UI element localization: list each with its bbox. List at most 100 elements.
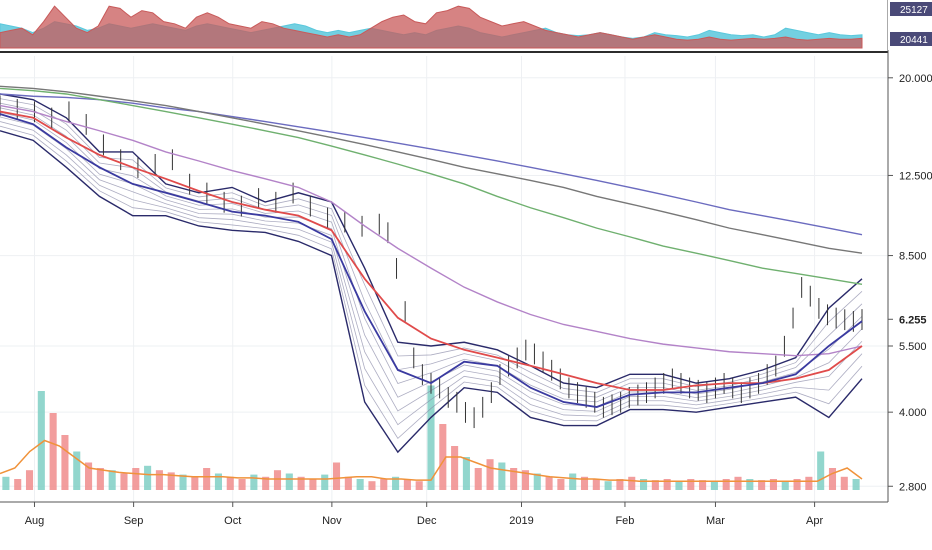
- volume-bar: [96, 468, 104, 490]
- volume-bar: [616, 479, 624, 490]
- top-axis-label: 20441: [900, 35, 928, 46]
- volume-bar: [368, 481, 376, 490]
- volume-bar: [710, 481, 718, 490]
- volume-bar: [167, 472, 175, 490]
- moving-averages: [0, 85, 863, 408]
- volume-bar: [2, 476, 10, 490]
- volume-bar: [663, 479, 671, 490]
- volume-bar: [262, 476, 270, 490]
- band-inner-line: [0, 125, 863, 440]
- volume-bar: [781, 481, 789, 490]
- volume-bar: [451, 446, 459, 490]
- volume-bar: [297, 476, 305, 490]
- top-panel-axis: 25127 20441: [890, 2, 932, 46]
- volume-bar: [403, 479, 411, 490]
- volume-bar: [462, 457, 470, 490]
- moving-average-line-4: [0, 110, 863, 391]
- volume-bar: [85, 462, 93, 490]
- volume-bar: [238, 479, 246, 490]
- volume-bar: [604, 481, 612, 490]
- volume-bar: [203, 468, 211, 490]
- x-tick-label: Oct: [224, 515, 241, 527]
- volume-bar: [392, 476, 400, 490]
- moving-average-line-5: [0, 113, 863, 408]
- x-tick-label: Sep: [124, 515, 144, 527]
- volume-bar: [628, 476, 636, 490]
- y-tick-label: 6.255: [899, 314, 927, 326]
- volume-bar: [687, 479, 695, 490]
- volume-bar: [533, 473, 541, 490]
- volume-bar: [734, 476, 742, 490]
- volume-bar: [179, 474, 187, 490]
- y-tick-label: 20.000: [899, 73, 932, 85]
- x-tick-label: Aug: [25, 515, 45, 527]
- x-tick-label: Nov: [322, 515, 342, 527]
- volume-bar: [793, 479, 801, 490]
- volume-bar: [769, 479, 777, 490]
- band-inner-line: [0, 102, 863, 398]
- volume-bar: [332, 462, 341, 490]
- volume-bar: [746, 479, 754, 490]
- band-upper-line: [0, 93, 863, 389]
- volume-bar: [25, 470, 34, 490]
- top-panel-area-1: [0, 5, 863, 49]
- volume-bars: [0, 385, 863, 490]
- volume-bar: [226, 476, 234, 490]
- volume-bar: [722, 479, 730, 490]
- band-inner-line: [0, 121, 863, 426]
- volume-bar: [474, 468, 482, 490]
- volume-bar: [758, 480, 766, 490]
- volume-bar: [49, 413, 57, 490]
- volume-bar: [273, 470, 282, 490]
- x-tick-label: Feb: [615, 515, 634, 527]
- y-tick-label: 4.000: [899, 407, 927, 419]
- volume-bar: [356, 479, 364, 490]
- volume-bar: [640, 479, 648, 490]
- volume-bar: [427, 385, 435, 490]
- x-axis: Aug Sep Oct Nov Dec 2019 Feb Mar Apr: [25, 502, 823, 527]
- volume-bar: [828, 468, 837, 490]
- volume-bar: [805, 476, 813, 490]
- volume-bar: [250, 474, 258, 490]
- top-axis-badge: [890, 32, 932, 46]
- volume-bar: [285, 473, 293, 490]
- band-lower-line: [0, 130, 863, 454]
- volume-bar: [132, 468, 140, 490]
- volume-bar: [214, 473, 222, 490]
- y-tick-label: 2.800: [899, 481, 927, 493]
- volume-bar: [675, 481, 683, 490]
- moving-average-line-3: [0, 104, 863, 357]
- grid-lines: [0, 56, 888, 502]
- volume-bar: [344, 476, 352, 490]
- volume-bar: [498, 462, 506, 490]
- moving-average-line-0: [0, 93, 863, 236]
- volume-bar: [14, 479, 22, 490]
- volume-bar: [73, 451, 81, 490]
- volume-bar: [380, 479, 388, 490]
- x-tick-label: Mar: [706, 515, 725, 527]
- band-inner-line: [0, 107, 863, 403]
- volume-bar: [321, 474, 329, 490]
- top-axis-label: 25127: [900, 5, 928, 16]
- y-tick-label: 5.500: [899, 341, 927, 353]
- volume-bar: [61, 435, 69, 490]
- volume-bar: [817, 451, 825, 490]
- volume-bar: [191, 476, 199, 490]
- volume-bar: [840, 476, 848, 490]
- volume-bar: [37, 391, 45, 490]
- volume-bar: [699, 480, 707, 490]
- volume-bar: [557, 479, 565, 490]
- volume-bar: [569, 473, 577, 490]
- price-axis-background: [888, 0, 932, 550]
- volume-bar: [144, 465, 152, 490]
- volume-bar: [108, 470, 116, 490]
- x-tick-label: Apr: [806, 515, 823, 527]
- volume-bar: [521, 470, 530, 490]
- volume-bar: [510, 468, 518, 490]
- top-indicator-panel: [0, 5, 863, 49]
- moving-average-line-2: [0, 87, 863, 286]
- volume-bar: [580, 476, 589, 490]
- volume-bar: [592, 479, 600, 490]
- volume-bar: [439, 424, 447, 490]
